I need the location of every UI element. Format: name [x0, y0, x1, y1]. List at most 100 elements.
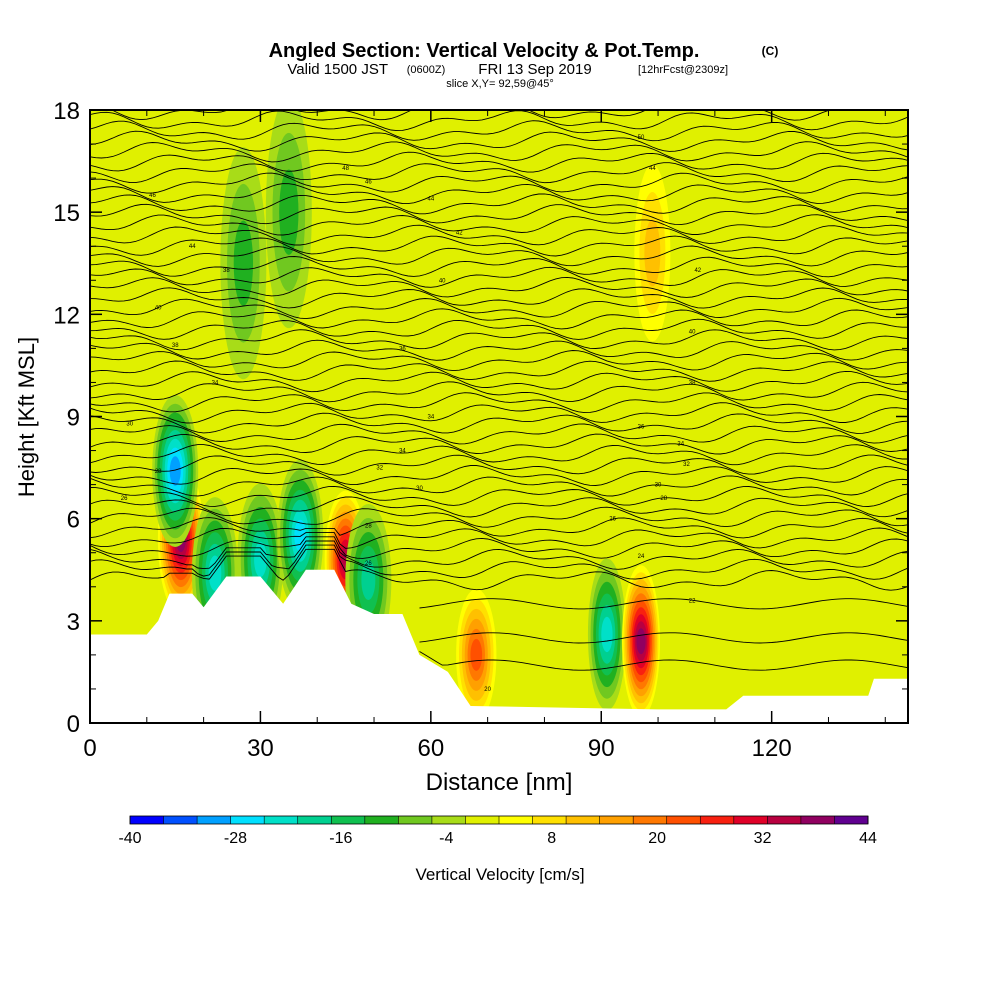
y-tick-label: 18: [53, 98, 80, 125]
colorbar-tick-label: -28: [224, 830, 247, 847]
contour-label: 44: [427, 197, 434, 203]
theta-contour: [90, 454, 908, 476]
contour-label: 24: [638, 554, 645, 560]
theta-contour: [90, 151, 908, 173]
contour-label: 34: [399, 449, 406, 455]
colorbar-swatch: [331, 816, 366, 824]
colorbar-swatch: [465, 816, 500, 824]
theta-contour: [90, 412, 908, 434]
contour-label: 26: [609, 517, 616, 523]
velocity-band: [169, 456, 181, 486]
theta-contour: [90, 527, 908, 549]
contour-label: 38: [223, 268, 230, 274]
theta-contour: [90, 276, 908, 298]
theta-contour: [90, 297, 908, 320]
colorbar-tick-label: -4: [439, 830, 453, 847]
theta-contour: [419, 598, 908, 610]
valid-utc: (0600Z): [407, 64, 446, 76]
title-units: (C): [762, 44, 779, 58]
contour-label: 36: [638, 425, 645, 431]
contour-label: 46: [365, 180, 372, 186]
theta-contour: [90, 506, 908, 528]
contour-label: 28: [365, 523, 372, 529]
theta-contour: [90, 360, 908, 382]
colorbar-swatch: [733, 816, 768, 824]
x-tick-label: 90: [588, 735, 615, 762]
theta-contour: [90, 130, 908, 152]
velocity-cell-updraft: [622, 565, 661, 718]
theta-contour: [90, 266, 908, 288]
contour-label: 28: [155, 469, 162, 475]
y-tick-label: 3: [67, 609, 80, 636]
y-axis-label: Height [Kft MSL]: [14, 337, 39, 497]
contour-label: 32: [683, 462, 690, 468]
contour-label: 50: [638, 135, 645, 141]
theta-contour: [90, 235, 908, 257]
valid-prefix: Valid 1500 JST: [287, 61, 388, 78]
velocity-band: [233, 220, 254, 306]
chart-title: Angled Section: Vertical Velocity & Pot.…: [269, 40, 700, 62]
colorbar-tick-label: 44: [859, 830, 877, 847]
contour-label: 34: [212, 380, 219, 386]
colorbar-swatch: [364, 816, 399, 824]
velocity-field: [152, 110, 676, 723]
theta-contour: [90, 162, 908, 184]
contour-label: 40: [439, 278, 446, 284]
colorbar-tick-label: -16: [329, 830, 352, 847]
contour-label: 42: [456, 231, 463, 237]
y-tick-label: 12: [53, 302, 80, 329]
contour-label: 36: [399, 346, 406, 352]
velocity-band: [470, 638, 483, 671]
colorbar-swatch: [499, 816, 534, 824]
contour-label: 34: [677, 442, 684, 448]
theta-contour: [90, 308, 908, 330]
colorbar-swatch: [264, 816, 299, 824]
slice-info: slice X,Y= 92,59@45°: [446, 78, 554, 90]
colorbar-swatch: [834, 816, 869, 824]
velocity-band: [254, 541, 267, 578]
colorbar-swatch: [130, 816, 165, 824]
contour-label: 44: [189, 244, 196, 250]
theta-contour: [90, 350, 908, 372]
theta-contour: [90, 496, 908, 518]
contour-label: 42: [694, 268, 701, 274]
colorbar-tick-label: -40: [118, 830, 141, 847]
theta-contour: [90, 475, 908, 497]
velocity-cell-updraft: [453, 578, 500, 723]
theta-contour: [90, 183, 908, 205]
velocity-band: [636, 628, 646, 655]
forecast-info: [12hrFcst@2309z]: [638, 64, 728, 76]
theta-contour: [90, 256, 908, 278]
theta-contour: [90, 329, 908, 351]
x-axis-label: Distance [nm]: [426, 769, 573, 796]
colorbar-swatch: [633, 816, 668, 824]
theta-contour: [90, 465, 908, 486]
colorbar-tick-label: 32: [754, 830, 772, 847]
colorbar-tick-label: 8: [547, 830, 556, 847]
x-tick-label: 30: [247, 735, 274, 762]
velocity-band: [294, 519, 307, 552]
terrain-mask: [90, 569, 908, 723]
theta-contour: [90, 548, 908, 591]
colorbar: -40 -28 -16 -4 8 20 32 44: [118, 815, 877, 847]
contour-label: 22: [689, 598, 696, 604]
colorbar-swatch: [599, 816, 634, 824]
contour-label: 32: [376, 466, 383, 472]
contour-label: 30: [126, 421, 133, 427]
contour-label: 26: [365, 561, 372, 567]
x-tick-label: 0: [83, 735, 96, 762]
theta-contour: [90, 536, 908, 559]
theta-contour: [90, 193, 908, 215]
colorbar-swatch: [767, 816, 802, 824]
colorbar-swatch: [566, 816, 601, 824]
theta-contour: [90, 392, 908, 414]
theta-contour: [90, 203, 908, 226]
theta-contour: [90, 517, 908, 539]
colorbar-swatch: [666, 816, 701, 824]
contour-label: 38: [689, 380, 696, 386]
theta-contour: [90, 402, 908, 424]
theta-contour: [90, 339, 908, 361]
valid-date: FRI 13 Sep 2019: [478, 61, 591, 78]
colorbar-swatch: [431, 816, 466, 824]
